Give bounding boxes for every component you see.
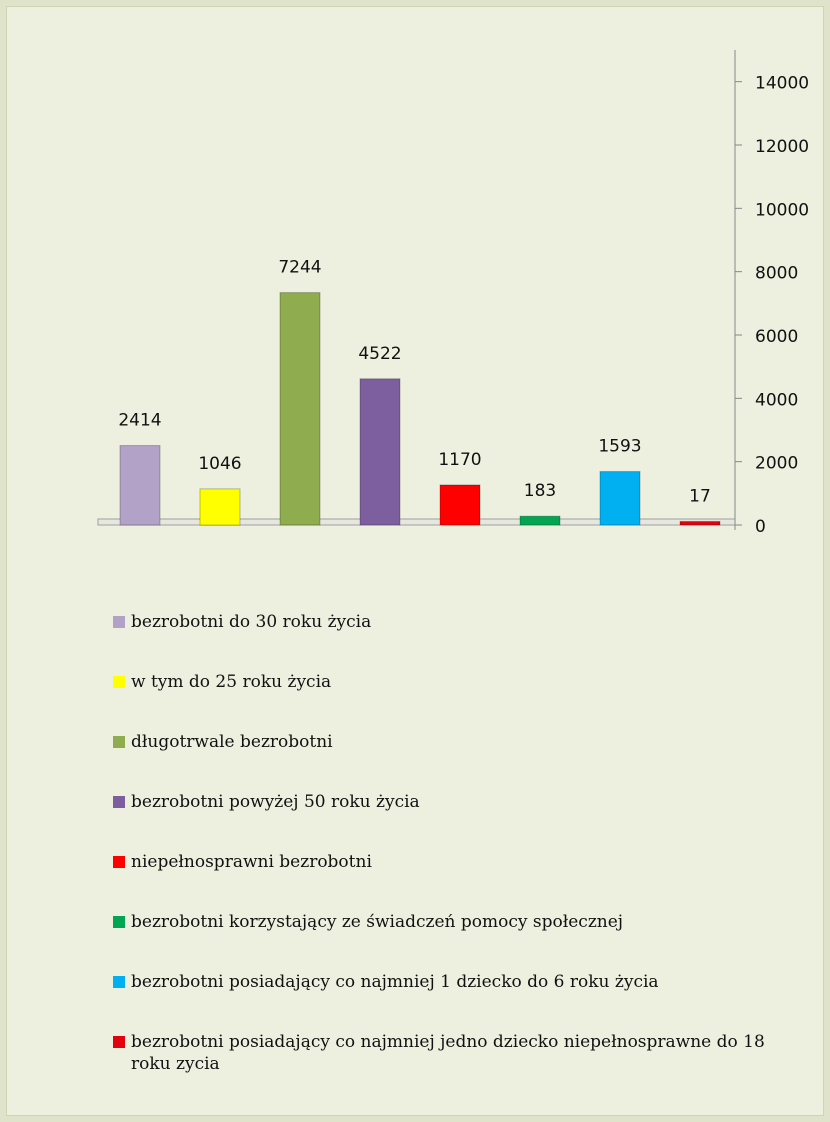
data-label: 2414: [118, 411, 161, 431]
y-tick-label: 6000: [755, 327, 798, 347]
data-label: 1170: [438, 450, 481, 470]
bar: [199, 488, 241, 526]
legend-swatch: [113, 736, 125, 748]
y-tick-label: 0: [755, 517, 766, 537]
bar: [599, 471, 641, 526]
legend-item: bezrobotni powyżej 50 roku życia: [113, 791, 803, 851]
legend-swatch: [113, 856, 125, 868]
legend-label: niepełnosprawni bezrobotni: [131, 852, 372, 872]
y-tick-label: 8000: [755, 264, 798, 284]
legend-label: bezrobotni do 30 roku życia: [131, 612, 372, 632]
data-label: 183: [524, 481, 556, 501]
legend-swatch: [113, 1036, 125, 1048]
data-label: 1046: [198, 454, 241, 474]
data-label: 7244: [278, 258, 321, 278]
legend-swatch: [113, 676, 125, 688]
bar: [279, 292, 321, 526]
legend-swatch: [113, 976, 125, 988]
y-tick-label: 4000: [755, 390, 798, 410]
legend-item: długotrwale bezrobotni: [113, 731, 803, 791]
legend-label: w tym do 25 roku życia: [131, 672, 332, 692]
y-tick-label: 14000: [755, 74, 809, 94]
bar: [679, 520, 721, 526]
legend: bezrobotni do 30 roku życia w tym do 25 r…: [113, 611, 803, 1091]
legend-item: bezrobotni posiadający co najmniej jedno…: [113, 1031, 803, 1091]
legend-label: bezrobotni korzystający ze świadczeń pom…: [131, 912, 624, 932]
y-tick-label: 2000: [755, 454, 798, 474]
bar: [119, 445, 161, 526]
bar: [359, 378, 401, 526]
data-label: 1593: [598, 437, 641, 457]
legend-label: bezrobotni posiadający co najmniej jedno…: [131, 1032, 765, 1074]
data-label: 17: [689, 486, 711, 506]
y-tick-label: 10000: [755, 200, 809, 220]
bar: [519, 515, 561, 526]
data-label: 4522: [358, 344, 401, 364]
legend-item: bezrobotni korzystający ze świadczeń pom…: [113, 911, 803, 971]
legend-label: bezrobotni posiadający co najmniej 1 dzi…: [131, 972, 659, 992]
legend-label: długotrwale bezrobotni: [131, 732, 333, 752]
legend-item: w tym do 25 roku życia: [113, 671, 803, 731]
legend-swatch: [113, 916, 125, 928]
chart-area: [6, 6, 824, 1116]
legend-item: bezrobotni do 30 roku życia: [113, 611, 803, 671]
legend-item: bezrobotni posiadający co najmniej 1 dzi…: [113, 971, 803, 1031]
legend-item: niepełnosprawni bezrobotni: [113, 851, 803, 911]
legend-label: bezrobotni powyżej 50 roku życia: [131, 792, 420, 812]
bar: [439, 484, 481, 526]
chart: 0 2000 4000 6000 8000 10000 12000 14000 2414 1046…: [97, 50, 809, 537]
legend-swatch: [113, 616, 125, 628]
legend-swatch: [113, 796, 125, 808]
y-tick-label: 12000: [755, 137, 809, 157]
